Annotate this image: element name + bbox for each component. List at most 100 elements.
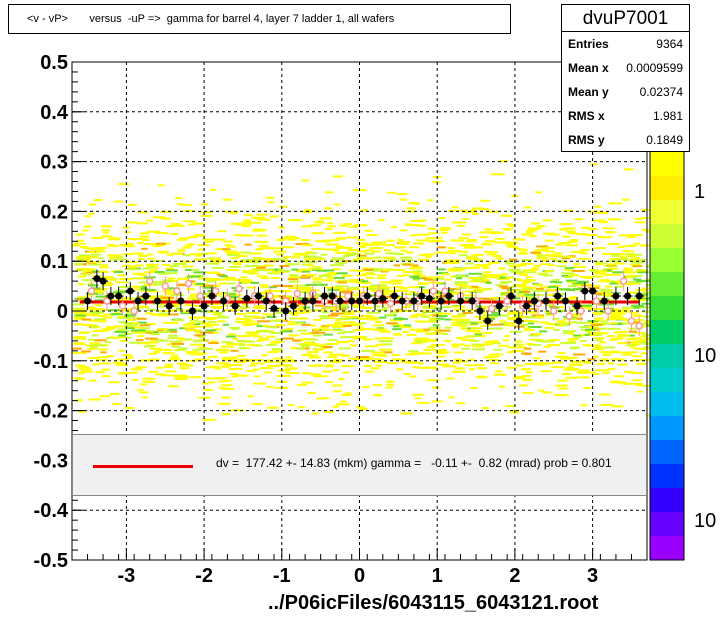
- heatmap-cell: [265, 196, 275, 199]
- heatmap-cell: [637, 390, 644, 393]
- heatmap-cell: [480, 264, 489, 267]
- heatmap-cell: [645, 230, 653, 233]
- heatmap-cell: [187, 275, 201, 278]
- heatmap-cell: [171, 354, 179, 357]
- heatmap-cell: [174, 377, 188, 380]
- heatmap-cell: [81, 273, 92, 276]
- heatmap-cell: [505, 276, 514, 279]
- heatmap-cell: [94, 199, 103, 202]
- heatmap-cell: [310, 309, 320, 312]
- heatmap-cell: [285, 371, 300, 374]
- heatmap-cell: [219, 351, 229, 354]
- heatmap-cell: [480, 263, 491, 266]
- heatmap-cell: [457, 321, 468, 324]
- heatmap-cell: [170, 233, 178, 236]
- heatmap-cell: [598, 393, 611, 396]
- heatmap-cell: [303, 311, 311, 314]
- heatmap-cell: [602, 346, 616, 349]
- heatmap-cell: [127, 221, 138, 224]
- heatmap-cell: [91, 253, 102, 256]
- heatmap-cell: [200, 211, 213, 214]
- heatmap-cell: [122, 321, 134, 324]
- heatmap-cell: [429, 339, 438, 342]
- heatmap-cell: [361, 209, 368, 212]
- heatmap-cell: [594, 247, 607, 250]
- heatmap-cell: [590, 163, 598, 166]
- heatmap-cell: [127, 297, 136, 300]
- heatmap-cell: [545, 322, 557, 325]
- heatmap-cell: [82, 270, 91, 273]
- heatmap-cell: [122, 354, 133, 357]
- heatmap-cell: [574, 218, 584, 221]
- heatmap-cell: [623, 259, 634, 262]
- heatmap-cell: [123, 245, 136, 248]
- heatmap-cell: [411, 342, 423, 345]
- heatmap-cell: [230, 212, 238, 215]
- stats-row-entries: Entries 9364: [562, 32, 689, 56]
- heatmap-cell: [285, 327, 294, 330]
- heatmap-cell: [555, 384, 568, 387]
- profile-open-point: [293, 289, 302, 298]
- heatmap-cell: [157, 314, 169, 317]
- heatmap-cell: [287, 323, 299, 326]
- profile-point: [289, 302, 297, 310]
- heatmap-cell: [342, 371, 350, 374]
- heatmap-cell: [469, 280, 482, 283]
- heatmap-cell: [402, 330, 410, 333]
- heatmap-cell: [438, 282, 447, 285]
- heatmap-cell: [593, 285, 601, 288]
- heatmap-cell: [603, 369, 610, 372]
- heatmap-cell: [543, 345, 551, 348]
- heatmap-cell: [579, 252, 588, 255]
- heatmap-cell: [185, 338, 193, 341]
- heatmap-cell: [291, 268, 299, 271]
- heatmap-cell: [469, 368, 476, 371]
- heatmap-cell: [336, 353, 346, 356]
- heatmap-cell: [318, 315, 328, 318]
- heatmap-cell: [112, 299, 122, 302]
- palette-cell: [650, 320, 684, 345]
- heatmap-cell: [608, 267, 619, 270]
- heatmap-cell: [355, 356, 369, 359]
- heatmap-cell: [99, 395, 111, 398]
- heatmap-cell: [245, 340, 255, 343]
- profile-point: [262, 297, 270, 305]
- heatmap-cell: [632, 278, 642, 281]
- heatmap-cell: [150, 339, 159, 342]
- heatmap-cell: [162, 321, 174, 324]
- heatmap-cell: [132, 288, 142, 291]
- heatmap-cell: [86, 255, 98, 258]
- heatmap-cell: [312, 266, 322, 269]
- heatmap-cell: [421, 289, 434, 292]
- heatmap-cell: [189, 295, 200, 298]
- heatmap-cell: [594, 337, 605, 340]
- heatmap-cell: [433, 324, 440, 327]
- heatmap-cell: [373, 394, 383, 397]
- heatmap-cell: [279, 205, 288, 208]
- heatmap-cell: [151, 263, 160, 266]
- heatmap-cell: [633, 242, 640, 245]
- heatmap-cell: [185, 268, 194, 271]
- heatmap-cell: [488, 358, 499, 361]
- heatmap-cell: [504, 322, 516, 325]
- heatmap-cell: [634, 221, 646, 224]
- heatmap-cell: [420, 352, 432, 355]
- heatmap-cell: [603, 351, 613, 354]
- heatmap-cell: [458, 254, 469, 257]
- stats-label: RMS x: [568, 109, 605, 123]
- heatmap-cell: [380, 270, 389, 273]
- heatmap-cell: [517, 238, 526, 241]
- profile-point: [270, 305, 278, 313]
- heatmap-cell: [456, 277, 463, 280]
- heatmap-cell: [509, 289, 517, 292]
- heatmap-cell: [440, 227, 452, 230]
- heatmap-cell: [395, 368, 403, 371]
- heatmap-cell: [281, 270, 291, 273]
- heatmap-cell: [395, 308, 403, 311]
- heatmap-cell: [324, 365, 334, 368]
- heatmap-cell: [624, 168, 634, 171]
- heatmap-cell: [353, 329, 365, 332]
- heatmap-cell: [558, 242, 571, 245]
- heatmap-cell: [461, 338, 475, 341]
- heatmap-cell: [160, 217, 172, 220]
